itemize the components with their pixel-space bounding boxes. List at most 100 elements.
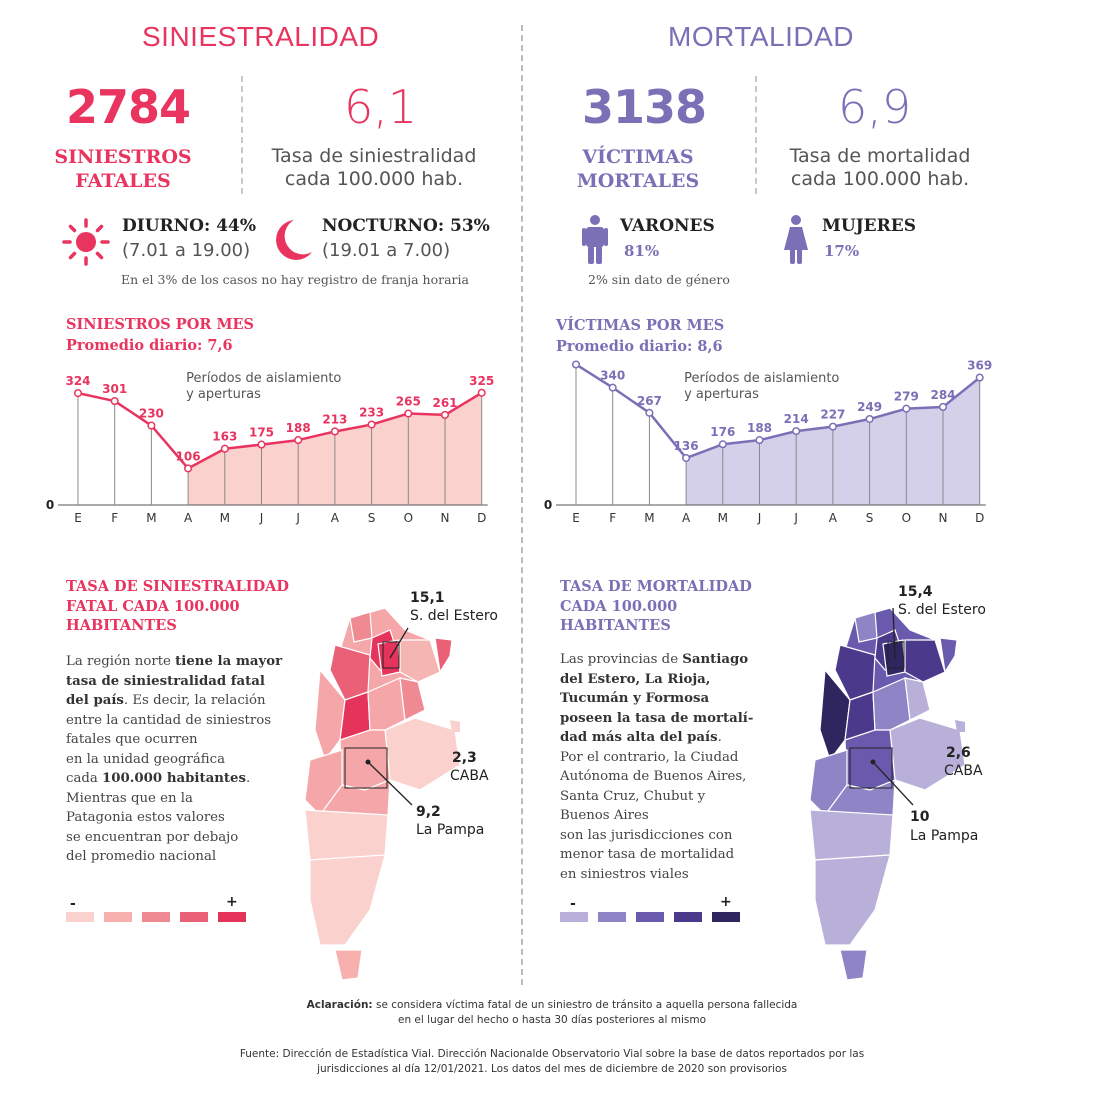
source-note: Fuente: Dirección de Estadística Vial. D… [102, 1047, 1002, 1077]
nocturno-hours: (19.01 a 7.00) [322, 240, 451, 261]
data-point [645, 408, 654, 417]
data-point [220, 444, 229, 453]
x-tick-label: M [220, 511, 230, 525]
note-text-2: en el lugar del hecho o hasta 30 días po… [397, 1014, 707, 1026]
diurno-hours: (7.01 a 19.00) [122, 240, 251, 261]
text-bold: del país [66, 693, 124, 708]
siniestralidad-caba-value: 2,3 [452, 750, 477, 766]
text-line: Autónoma de Buenos Aires, [560, 769, 747, 784]
chart-subtitle-text: Promedio diario: 7,6 [66, 337, 233, 354]
x-tick-label: F [111, 511, 118, 525]
mortalidad-rate-label: Tasa de mortalidad cada 100.000 hab. [758, 145, 1002, 191]
annotation-line-2: y aperturas [186, 387, 261, 402]
data-label: 324 [65, 374, 90, 388]
legend-swatch-1 [66, 912, 94, 922]
varones-title: VARONES [620, 216, 715, 236]
data-point [571, 360, 581, 369]
header-divider-left [241, 76, 243, 194]
text-line: son las jurisdicciones con [560, 827, 733, 843]
data-point [975, 373, 984, 382]
legend-swatch-4 [180, 912, 208, 922]
x-tick-label: M [718, 511, 728, 525]
female-icon [784, 215, 808, 264]
data-label: 325 [469, 374, 494, 388]
x-tick-label: J [757, 511, 762, 525]
data-point [73, 389, 83, 398]
siniestros-count: 2784 [66, 80, 191, 134]
siniestralidad-pampa-name: La Pampa [416, 822, 485, 838]
map-title-line-1: TASA DE SINIESTRALIDAD [66, 578, 289, 595]
siniestralidad-high-value: 15,1 [410, 590, 445, 606]
legend-swatch-3 [142, 912, 170, 922]
data-label: 106 [176, 449, 201, 463]
annotation-line-1: Períodos de aislamiento [684, 371, 839, 386]
x-tick-label: F [609, 511, 616, 525]
x-tick-label: E [74, 511, 82, 525]
mortalidad-legend [560, 912, 740, 922]
count-label-line-1: SINIESTROS [54, 146, 192, 168]
victimas-chart: 407E340F267M136A176M188J214J227A249S279O… [544, 360, 992, 525]
count-label-line-2: MORTALES [576, 170, 700, 192]
mortalidad-title: MORTALIDAD [668, 21, 854, 52]
legend-swatch-1 [560, 912, 588, 922]
data-point [865, 414, 874, 424]
text-bold: dad más alta del país [560, 730, 718, 745]
siniestralidad-map-title: TASA DE SINIESTRALIDAD FATAL CADA 100.00… [66, 577, 289, 636]
x-tick-label: O [902, 511, 911, 525]
text-bold: tiene la mayor [175, 654, 283, 669]
map-title-line-2: FATAL CADA 100.000 [66, 597, 240, 615]
data-label: 227 [820, 408, 845, 422]
x-tick-label: J [793, 511, 798, 525]
victimas-count: 3138 [582, 80, 707, 134]
text-line: Patagonia estos valores [66, 810, 225, 825]
text-line: fatales que ocurren [66, 732, 198, 747]
aclaracion-note: Aclaración: se considera víctima fatal d… [152, 998, 952, 1028]
text-bold: Tucumán y Formosa [560, 691, 710, 706]
annotation-line-1: Períodos de aislamiento [186, 371, 341, 386]
count-label-line-1: VÍCTIMAS [582, 146, 694, 168]
text-bold: poseen la tasa de mortalí- [560, 710, 754, 726]
x-tick-label: N [939, 511, 948, 525]
text-span: . Es decir, la relación [123, 693, 266, 708]
mujeres-title: MUJERES [822, 216, 917, 236]
victimas-chart-title: VÍCTIMAS POR MES Promedio diario: 8,6 [556, 315, 724, 357]
mortalidad-rate: 6,9 [838, 80, 912, 134]
center-divider [521, 25, 523, 985]
data-label: 175 [249, 426, 274, 440]
siniestralidad-caba-name: CABA [450, 768, 489, 784]
x-tick-label: D [975, 511, 984, 525]
text-span: cada [66, 771, 103, 786]
siniestralidad-map [304, 607, 461, 981]
siniestralidad-high-name: S. del Estero [410, 608, 498, 624]
rate-label-line-1: Tasa de siniestralidad [271, 145, 477, 167]
data-label: 279 [894, 390, 919, 404]
legend-max-sign: + [226, 894, 238, 910]
legend-swatch-3 [636, 912, 664, 922]
x-tick-label: M [146, 511, 156, 525]
map-title-line-3: HABITANTES [560, 617, 671, 634]
text-bold: Santiago [682, 652, 749, 667]
source-line-2: jurisdicciones al día 12/01/2021. Los da… [317, 1063, 787, 1075]
data-label: 265 [396, 395, 421, 409]
data-point [718, 440, 727, 449]
mujeres-percent: 17% [824, 242, 860, 260]
mortalidad-map-title: TASA DE MORTALIDAD CADA 100.000 HABITANT… [560, 577, 752, 636]
mortalidad-high-value: 15,4 [898, 584, 933, 600]
text-span: Las provincias de [560, 652, 683, 667]
series-line [575, 363, 981, 460]
y-tick-label: 0 [544, 498, 552, 512]
data-point [257, 440, 266, 449]
mortalidad-caba-name: CABA [944, 763, 983, 779]
map-title-line-3: HABITANTES [66, 617, 177, 634]
data-point [294, 436, 303, 445]
data-point [755, 436, 764, 445]
data-label: 230 [139, 407, 164, 421]
data-label: 214 [784, 412, 809, 426]
data-point [938, 402, 948, 412]
text-line: Santa Cruz, Chubut y [560, 788, 706, 804]
text-bold: tasa de siniestralidad fatal [66, 673, 265, 689]
data-point [147, 421, 156, 430]
data-label: 233 [359, 406, 384, 420]
legend-min-sign: - [70, 896, 76, 912]
annotation-line-2: y aperturas [684, 387, 759, 402]
